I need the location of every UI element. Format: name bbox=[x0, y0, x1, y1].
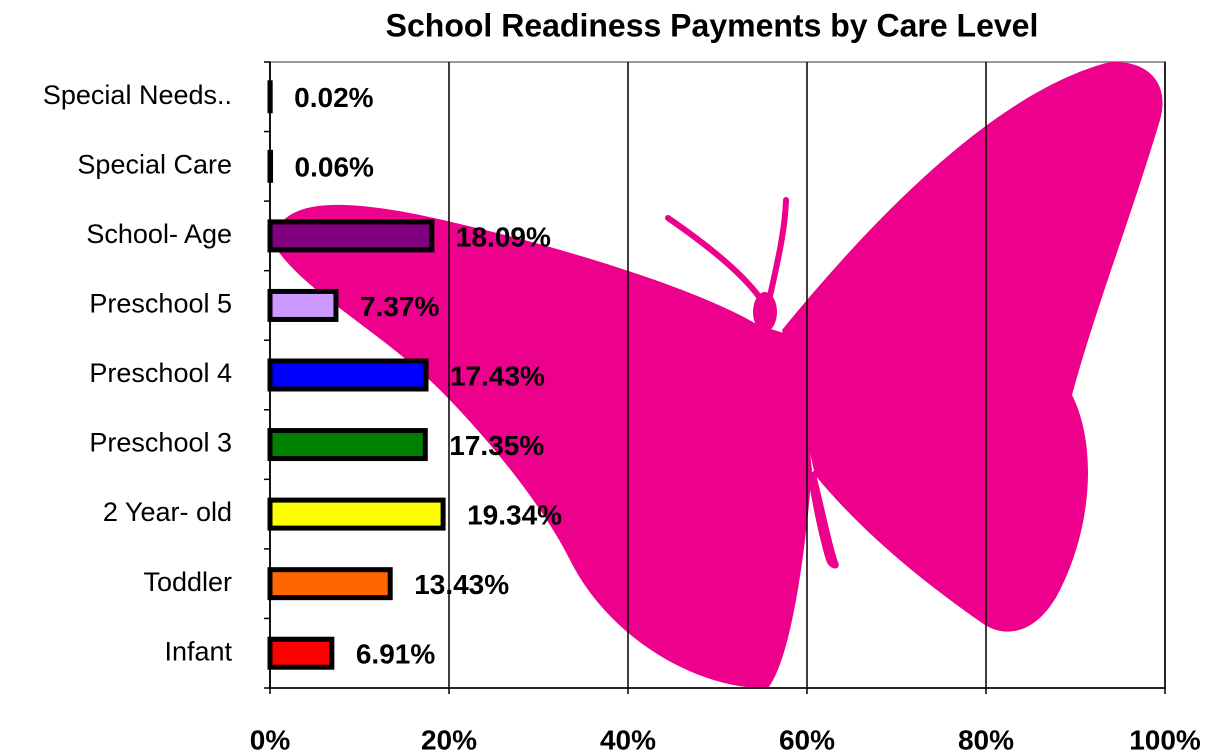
x-tick-label: 60% bbox=[779, 724, 835, 755]
y-tick-label: Special Care bbox=[77, 149, 232, 179]
bar bbox=[267, 358, 429, 392]
chart-title: School Readiness Payments by Care Level bbox=[386, 7, 1039, 43]
bar bbox=[267, 497, 446, 531]
value-label: 18.09% bbox=[456, 221, 551, 252]
y-tick-label: 2 Year- old bbox=[103, 497, 232, 527]
x-tick-label: 0% bbox=[250, 724, 291, 755]
x-tick-label: 100% bbox=[1129, 724, 1201, 755]
bar bbox=[267, 567, 393, 601]
y-tick-label: School- Age bbox=[86, 219, 232, 249]
bar bbox=[267, 428, 428, 462]
x-tick-label: 40% bbox=[600, 724, 656, 755]
y-tick-label: Preschool 3 bbox=[89, 428, 232, 458]
butterfly bbox=[272, 61, 1163, 689]
y-tick-label: Special Needs.. bbox=[43, 80, 232, 110]
y-tick-label: Preschool 4 bbox=[89, 358, 232, 388]
value-label: 17.35% bbox=[449, 430, 544, 461]
value-label: 0.06% bbox=[295, 152, 374, 183]
value-label: 7.37% bbox=[360, 291, 439, 322]
x-tick-label: 80% bbox=[958, 724, 1014, 755]
bar bbox=[267, 636, 335, 670]
value-label: 19.34% bbox=[467, 500, 562, 531]
y-tick-label: Toddler bbox=[143, 567, 232, 597]
value-label: 17.43% bbox=[450, 360, 545, 391]
value-label: 0.02% bbox=[294, 82, 373, 113]
x-tick-label: 20% bbox=[421, 724, 477, 755]
bar bbox=[267, 149, 274, 183]
bar bbox=[267, 288, 339, 322]
y-tick-label: Infant bbox=[164, 636, 232, 666]
bar bbox=[267, 219, 435, 253]
value-label: 6.91% bbox=[356, 639, 435, 670]
value-label: 13.43% bbox=[414, 569, 509, 600]
y-tick-label: Preschool 5 bbox=[89, 289, 232, 319]
